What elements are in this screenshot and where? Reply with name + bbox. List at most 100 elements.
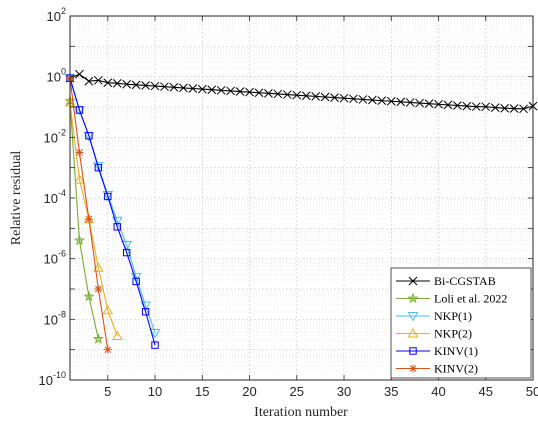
- y-axis-label: Relative residual: [9, 151, 24, 246]
- marker-x: [245, 87, 254, 97]
- marker-x: [443, 100, 453, 110]
- marker-x: [216, 85, 226, 95]
- y-tick-base: 10: [44, 191, 58, 206]
- marker-star: [83, 290, 95, 302]
- marker-triangle-up: [102, 304, 114, 315]
- marker-square: [132, 277, 140, 286]
- y-tick-label: 100: [47, 67, 66, 85]
- marker-square: [409, 347, 417, 355]
- marker-x: [93, 75, 103, 85]
- legend-label: NKP(2): [434, 327, 472, 341]
- x-tick-label: 20: [242, 384, 256, 399]
- series-kinv-1-: [66, 74, 159, 349]
- y-tick-exponent: -2: [58, 127, 66, 137]
- marker-asterisk: [94, 285, 103, 293]
- series-line: [69, 102, 118, 337]
- y-tick-exponent: -4: [58, 188, 66, 198]
- series-loli-et-al-2022: [64, 95, 104, 344]
- y-tick-exponent: -8: [58, 309, 66, 319]
- marker-triangle-up: [92, 262, 104, 272]
- marker-square: [104, 192, 112, 201]
- x-tick-label: 40: [431, 384, 445, 399]
- y-tick-base: 10: [44, 130, 58, 145]
- marker-x: [282, 90, 292, 99]
- marker-asterisk: [84, 215, 93, 224]
- y-tick-exponent: 2: [61, 6, 66, 16]
- marker-x: [368, 95, 377, 105]
- x-tick-label: 25: [290, 384, 304, 399]
- marker-x: [519, 104, 528, 114]
- tick-marks: [70, 15, 534, 381]
- x-tick-label: 50: [526, 384, 538, 399]
- marker-x: [264, 88, 273, 98]
- legend-label: NKP(1): [434, 309, 472, 323]
- marker-triangle-up: [111, 330, 123, 341]
- marker-star: [407, 292, 419, 304]
- legend-item: KINV(2): [396, 362, 478, 376]
- marker-x: [408, 276, 418, 286]
- marker-triangle-down: [102, 190, 114, 201]
- marker-x: [490, 103, 500, 112]
- y-tick-exponent: 0: [61, 67, 66, 77]
- series-nkp-2-: [64, 96, 123, 341]
- x-tick-labels: 5 10 15 20 25 30 35 40 45 50: [104, 384, 538, 399]
- y-tick-label: 10-10: [39, 370, 66, 388]
- marker-x: [75, 69, 84, 79]
- x-tick-label: 5: [104, 384, 111, 399]
- marker-x: [434, 99, 443, 109]
- legend-label: KINV(1): [434, 344, 478, 358]
- marker-x: [509, 104, 519, 113]
- y-tick-exponent: -6: [58, 249, 66, 259]
- marker-star: [73, 234, 85, 246]
- x-tick-label: 15: [195, 384, 209, 399]
- x-tick-label: 30: [337, 384, 351, 399]
- marker-x: [311, 92, 321, 101]
- marker-x: [150, 81, 160, 91]
- legend-item: Bi-CGSTAB: [396, 274, 496, 288]
- marker-x: [500, 103, 510, 113]
- marker-x: [358, 95, 368, 104]
- marker-x: [179, 83, 188, 93]
- y-tick-base: 10: [39, 373, 53, 388]
- y-tick-label: 10-4: [44, 188, 66, 206]
- legend-item: NKP(2): [396, 327, 472, 341]
- marker-triangle-down: [130, 272, 142, 283]
- marker-x: [301, 91, 311, 101]
- marker-x: [254, 88, 264, 98]
- marker-x: [141, 81, 150, 90]
- marker-square: [113, 223, 121, 231]
- legend-label: Loli et al. 2022: [434, 292, 507, 306]
- marker-triangle-down: [149, 328, 161, 339]
- marker-x: [386, 96, 396, 106]
- x-tick-label: 35: [384, 384, 398, 399]
- legend-label: Bi-CGSTAB: [434, 274, 496, 288]
- marker-x: [169, 82, 179, 92]
- marker-x: [481, 102, 491, 112]
- legend-box: [390, 267, 532, 379]
- marker-x: [424, 99, 434, 109]
- legend-item: KINV(1): [396, 344, 478, 358]
- marker-x: [377, 96, 387, 105]
- marker-triangle-down: [407, 312, 419, 322]
- marker-x: [207, 85, 217, 95]
- marker-square: [85, 132, 93, 140]
- legend-item: Loli et al. 2022: [396, 292, 507, 306]
- marker-x: [197, 84, 207, 94]
- series-line: [69, 78, 156, 346]
- y-tick-label: 10-2: [44, 127, 66, 145]
- marker-x: [320, 92, 330, 102]
- legend: Bi-CGSTAB Loli et al. 2022 NKP(1) NKP(2) KIN…: [390, 267, 532, 379]
- marker-x: [396, 97, 406, 107]
- marker-x: [84, 76, 94, 86]
- marker-x: [405, 98, 415, 107]
- marker-x: [415, 98, 424, 108]
- marker-x: [235, 87, 245, 96]
- x-tick-label: 10: [148, 384, 162, 399]
- marker-x: [292, 90, 302, 100]
- marker-x: [103, 78, 113, 88]
- legend-label: KINV(2): [434, 362, 478, 376]
- y-tick-label: 10-8: [44, 309, 66, 327]
- y-tick-base: 10: [44, 252, 58, 267]
- y-tick-base: 10: [47, 70, 61, 85]
